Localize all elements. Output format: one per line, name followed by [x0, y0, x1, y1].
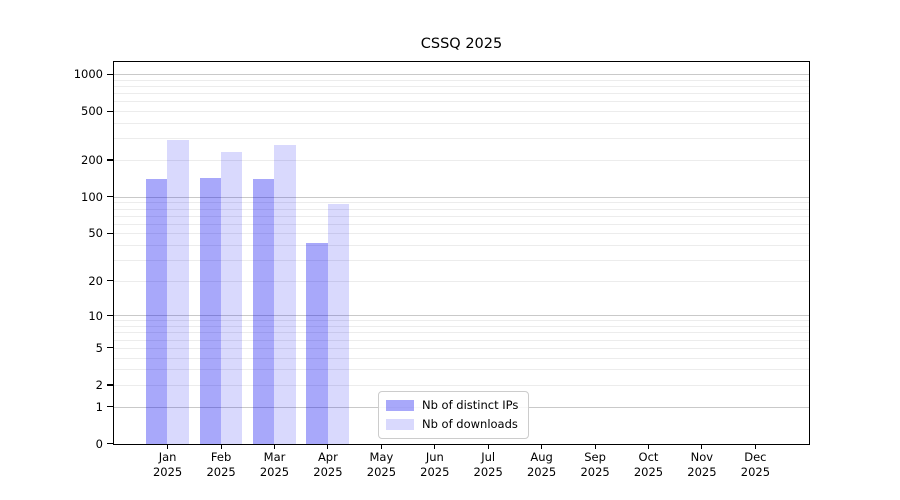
y-tick-mark-100 [107, 196, 113, 198]
y-tick-mark-5 [107, 347, 113, 349]
x-tick-mark-jun [434, 445, 436, 449]
minor-gridline-2 [114, 384, 809, 386]
x-tick-label-may: May 2025 [366, 450, 397, 479]
x-tick-mark-may [380, 445, 382, 449]
x-tick-label-jan: Jan 2025 [152, 450, 183, 479]
y-tick-label-1: 1 [95, 399, 103, 414]
x-tick-label-oct: Oct 2025 [633, 450, 664, 479]
x-tick-label-jul: Jul 2025 [473, 450, 503, 479]
x-tick-mark-jan [167, 445, 169, 449]
minor-gridline-9 [114, 320, 809, 322]
plot-area: Nb of distinct IPs Nb of downloads [113, 61, 810, 445]
x-tick-mark-aug [541, 445, 543, 449]
bar-nb-of-downloads-apr [327, 203, 350, 444]
legend-label-distinct-ips: Nb of distinct IPs [422, 398, 519, 412]
y-tick-mark-20 [107, 280, 113, 282]
x-tick-mark-feb [220, 445, 222, 449]
y-tick-label-2: 2 [95, 378, 103, 392]
y-tick-mark-0 [107, 443, 113, 445]
y-tick-mark-1000 [107, 73, 113, 75]
y-tick-label-10: 10 [88, 308, 103, 323]
bar-nb-of-distinct-ips-apr [306, 242, 328, 444]
y-tick-label-500: 500 [81, 104, 103, 119]
minor-gridline-70 [114, 215, 809, 217]
minor-gridline-5 [114, 347, 809, 349]
x-tick-label-jun: Jun 2025 [420, 450, 450, 479]
bar-nb-of-downloads-mar [274, 145, 296, 444]
x-tick-mark-sep [594, 445, 596, 449]
x-tick-label-sep: Sep 2025 [580, 450, 610, 479]
x-tick-mark-jul [487, 445, 489, 449]
y-tick-mark-200 [107, 159, 113, 161]
x-tick-mark-oct [647, 445, 650, 449]
x-tick-mark-mar [273, 445, 276, 449]
y-tick-mark-50 [107, 232, 113, 234]
y-tick-mark-2 [107, 384, 113, 386]
minor-gridline-30 [114, 259, 809, 261]
minor-gridline-50 [114, 233, 809, 235]
y-tick-label-200: 200 [81, 153, 103, 167]
minor-gridline-8 [114, 326, 809, 327]
minor-gridline-700 [114, 93, 809, 94]
bar-nb-of-downloads-feb [220, 151, 243, 444]
y-tick-label-100: 100 [81, 189, 103, 204]
legend: Nb of distinct IPs Nb of downloads [378, 391, 530, 439]
legend-entry-distinct-ips: Nb of distinct IPs [386, 398, 518, 412]
x-tick-label-apr: Apr 2025 [313, 450, 343, 479]
x-tick-label-dec: Dec 2025 [740, 450, 771, 479]
legend-entry-downloads: Nb of downloads [386, 417, 518, 431]
x-tick-label-nov: Nov 2025 [687, 450, 717, 479]
y-tick-label-50: 50 [88, 226, 103, 241]
minor-gridline-6 [114, 339, 809, 341]
minor-gridline-3 [114, 369, 809, 371]
minor-gridline-900 [114, 79, 809, 81]
y-tick-mark-1 [107, 406, 113, 408]
major-gridline-100 [114, 196, 809, 198]
minor-gridline-600 [114, 101, 809, 103]
minor-gridline-7 [114, 332, 809, 334]
legend-label-downloads: Nb of downloads [422, 417, 518, 431]
bar-nb-of-distinct-ips-feb [199, 178, 221, 444]
x-tick-label-feb: Feb 2025 [206, 450, 236, 479]
y-tick-label-0: 0 [95, 436, 103, 451]
minor-gridline-60 [114, 223, 809, 225]
legend-swatch-distinct-ips [386, 399, 414, 411]
y-tick-label-1000: 1000 [73, 67, 103, 82]
y-tick-mark-500 [107, 110, 113, 112]
x-tick-label-aug: Aug 2025 [526, 450, 557, 479]
minor-gridline-90 [114, 202, 809, 204]
minor-gridline-300 [114, 138, 809, 140]
y-tick-label-20: 20 [88, 273, 103, 288]
x-tick-mark-nov [701, 445, 703, 449]
minor-gridline-40 [114, 244, 809, 246]
x-tick-mark-apr [327, 445, 329, 449]
minor-gridline-4 [114, 357, 809, 359]
y-tick-label-5: 5 [95, 340, 103, 355]
minor-gridline-400 [114, 122, 809, 124]
minor-gridline-20 [114, 280, 809, 282]
major-gridline-1000 [114, 73, 809, 75]
major-gridline-10 [114, 315, 809, 317]
legend-swatch-downloads [386, 418, 414, 430]
minor-gridline-200 [114, 159, 809, 161]
minor-gridline-500 [114, 111, 809, 112]
x-tick-label-mar: Mar 2025 [259, 450, 290, 479]
bar-nb-of-distinct-ips-jan [146, 179, 168, 444]
chart-title: CSSQ 2025 [420, 36, 503, 52]
x-tick-mark-dec [754, 445, 756, 449]
bar-nb-of-downloads-jan [167, 139, 189, 444]
minor-gridline-800 [114, 85, 809, 87]
minor-gridline-80 [114, 208, 809, 210]
bar-nb-of-distinct-ips-mar [252, 178, 275, 444]
y-tick-mark-10 [107, 314, 113, 317]
